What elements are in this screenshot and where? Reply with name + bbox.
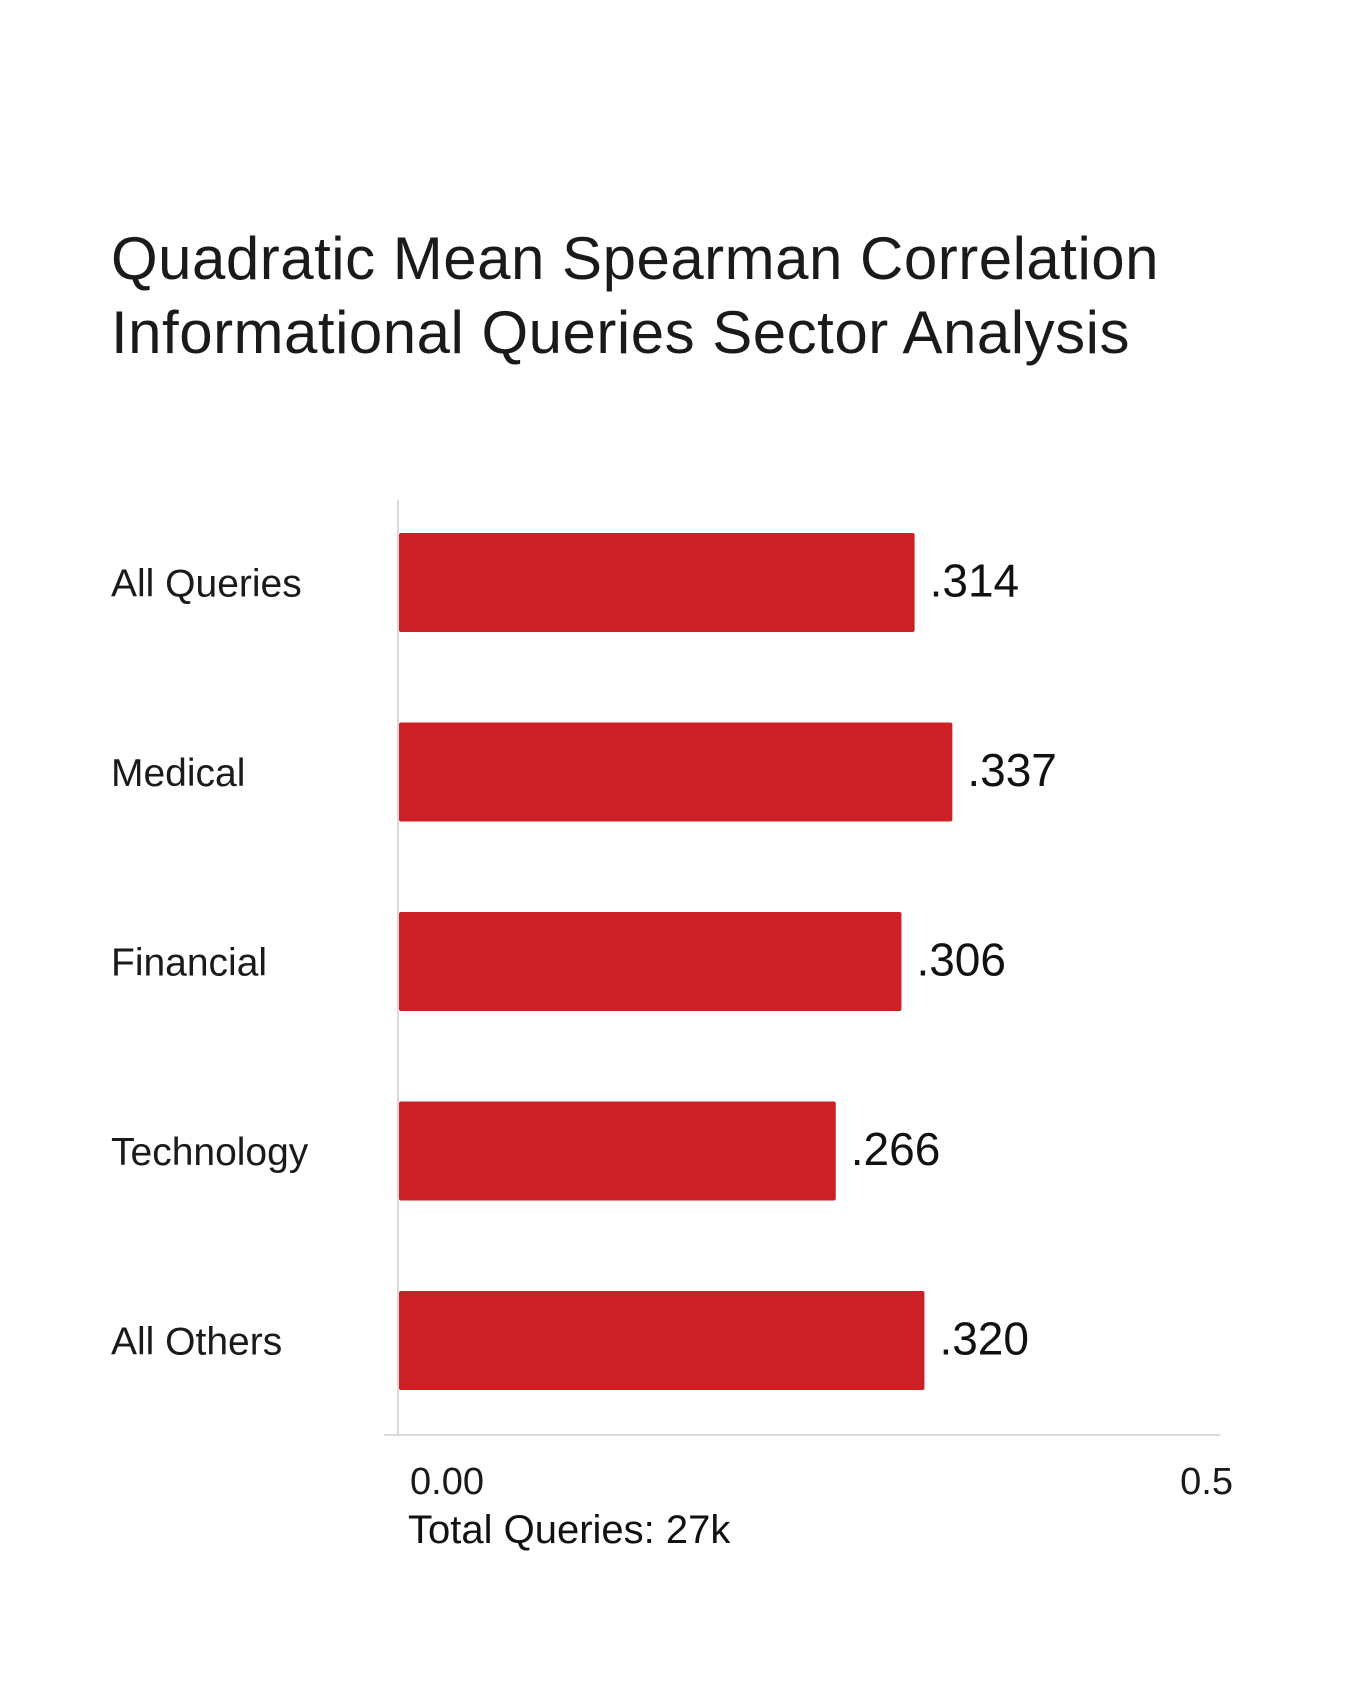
bar-medical <box>399 722 953 822</box>
chart-title-line-1: Quadratic Mean Spearman Correlation <box>111 225 1160 292</box>
ticks-group: 0.00 0.5 <box>410 1461 1233 1503</box>
value-label-medical: .337 <box>967 744 1057 796</box>
total-queries-note: Total Queries: 27k <box>408 1508 731 1552</box>
value-label-all-others: .320 <box>939 1313 1029 1365</box>
x-tick-label-1: 0.5 <box>1180 1461 1233 1503</box>
bar-financial <box>399 912 902 1011</box>
x-tick-label-0: 0.00 <box>410 1461 484 1503</box>
category-label-financial: Financial <box>111 942 267 985</box>
bar-technology <box>399 1101 836 1201</box>
chart-title-line-2: Informational Queries Sector Analysis <box>111 299 1130 366</box>
labels-group: All Queries .314 Medical .337 Financial .306 T… <box>111 555 1057 1365</box>
bars-group <box>399 533 953 1390</box>
value-label-financial: .306 <box>916 934 1006 986</box>
category-label-medical: Medical <box>111 752 245 795</box>
bar-all-others <box>399 1291 925 1390</box>
category-label-all-others: All Others <box>111 1321 282 1364</box>
value-label-technology: .266 <box>851 1123 941 1175</box>
bar-all-queries <box>399 533 915 632</box>
value-label-all-queries: .314 <box>930 555 1020 607</box>
category-label-technology: Technology <box>111 1131 309 1174</box>
chart-title: Quadratic Mean Spearman Correlation Info… <box>111 222 1291 370</box>
category-label-all-queries: All Queries <box>111 563 302 606</box>
